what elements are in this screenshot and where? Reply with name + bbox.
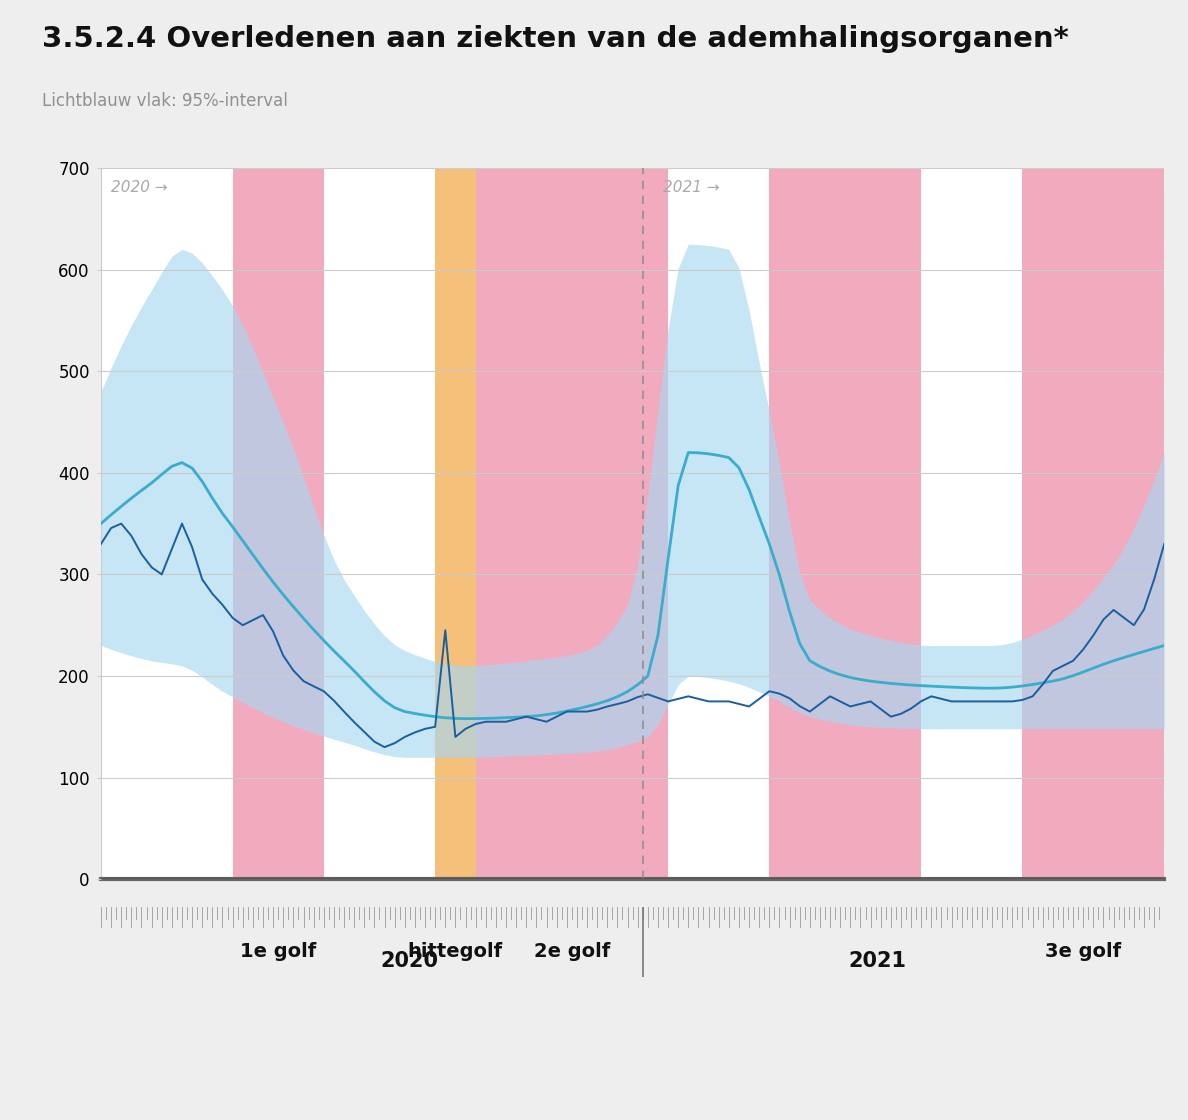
Text: 2020: 2020 — [380, 951, 438, 971]
Text: 3e golf: 3e golf — [1045, 942, 1121, 961]
Text: hittegolf: hittegolf — [407, 942, 503, 961]
Bar — [435, 168, 475, 879]
Bar — [1023, 168, 1175, 879]
Text: 1e golf: 1e golf — [240, 942, 316, 961]
Text: 2e golf: 2e golf — [533, 942, 609, 961]
Text: 2021 →: 2021 → — [663, 180, 720, 195]
Text: Lichtblauw vlak: 95%-interval: Lichtblauw vlak: 95%-interval — [42, 92, 287, 110]
Bar — [475, 168, 668, 879]
Text: 2020 →: 2020 → — [112, 180, 168, 195]
Text: 3.5.2.4 Overledenen aan ziekten van de ademhalingsorganen*: 3.5.2.4 Overledenen aan ziekten van de a… — [42, 25, 1068, 53]
Bar — [233, 168, 324, 879]
Text: 2021: 2021 — [848, 951, 906, 971]
Bar — [770, 168, 921, 879]
